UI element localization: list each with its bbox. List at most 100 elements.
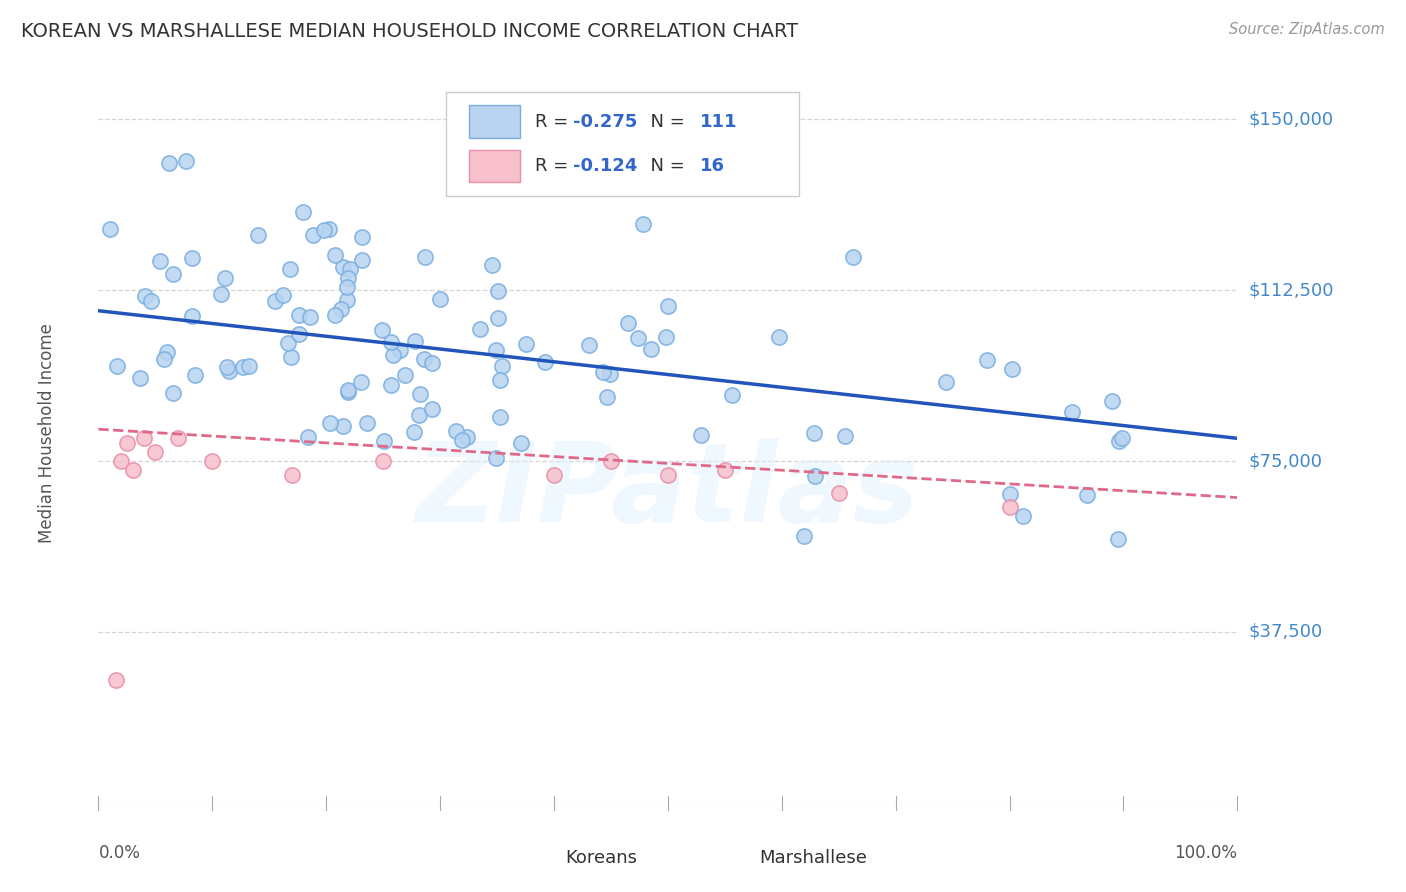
Point (714, 463, 737, 477)
Point (247, 227, 270, 242)
Text: KOREAN VS MARSHALLESE MEDIAN HOUSEHOLD INCOME CORRELATION CHART: KOREAN VS MARSHALLESE MEDIAN HOUSEHOLD I… (21, 22, 799, 41)
Point (1011, 508, 1033, 523)
Point (332, 419, 354, 434)
Bar (509, 844, 554, 873)
Point (121, 463, 143, 477)
Text: ZIPatlas: ZIPatlas (416, 438, 920, 545)
Point (264, 293, 287, 308)
Text: 111: 111 (700, 112, 737, 130)
Point (543, 467, 565, 482)
Point (332, 260, 354, 274)
Point (976, 352, 998, 367)
Point (491, 359, 513, 373)
Point (420, 356, 443, 370)
Point (600, 454, 623, 468)
Text: N =: N = (640, 112, 690, 130)
Point (413, 352, 436, 367)
Point (214, 271, 236, 285)
Point (318, 416, 340, 430)
Point (657, 467, 679, 482)
Point (793, 529, 815, 543)
Point (115, 435, 138, 450)
Point (842, 250, 865, 264)
Text: N =: N = (640, 157, 690, 175)
FancyBboxPatch shape (446, 92, 799, 195)
Bar (702, 844, 748, 873)
Point (768, 330, 790, 344)
Point (828, 486, 851, 500)
Point (380, 334, 402, 349)
Point (380, 378, 402, 392)
Point (1107, 533, 1129, 547)
Point (627, 331, 650, 345)
Point (350, 376, 373, 390)
Point (481, 258, 503, 272)
Point (162, 267, 184, 281)
Point (232, 360, 254, 375)
Point (104, 673, 127, 687)
Point (489, 409, 512, 424)
Point (288, 326, 311, 341)
Point (298, 310, 321, 324)
Point (129, 371, 152, 385)
Point (323, 308, 346, 322)
Point (1001, 362, 1024, 376)
Point (489, 373, 512, 387)
Point (388, 343, 411, 358)
Point (339, 261, 361, 276)
Point (935, 376, 957, 390)
Point (292, 205, 315, 219)
Point (515, 336, 537, 351)
Point (302, 227, 325, 242)
Point (404, 334, 426, 348)
Point (141, 293, 163, 308)
Point (689, 427, 711, 442)
Point (132, 431, 155, 445)
Text: 100.0%: 100.0% (1174, 844, 1237, 862)
Point (180, 251, 202, 265)
Point (998, 487, 1021, 501)
Point (834, 429, 856, 443)
Point (1101, 394, 1123, 409)
Point (373, 434, 395, 448)
Point (371, 323, 394, 337)
Point (153, 352, 176, 367)
Point (271, 288, 294, 302)
Point (297, 430, 319, 444)
Point (183, 368, 205, 382)
Point (201, 454, 224, 468)
Point (215, 360, 238, 375)
Point (105, 359, 128, 373)
Text: R =: R = (534, 112, 574, 130)
Point (356, 416, 378, 430)
Point (534, 355, 557, 369)
Point (314, 223, 336, 237)
Point (456, 430, 478, 444)
Text: Median Household Income: Median Household Income (38, 323, 56, 542)
Point (371, 454, 394, 468)
Text: 0.0%: 0.0% (98, 844, 141, 862)
Text: Marshallese: Marshallese (759, 849, 868, 867)
Point (1111, 431, 1133, 445)
Point (157, 155, 180, 169)
Point (110, 454, 132, 468)
Text: Koreans: Koreans (565, 849, 637, 867)
Point (592, 366, 614, 380)
Point (633, 217, 655, 231)
Text: $112,500: $112,500 (1249, 281, 1334, 299)
Point (352, 230, 374, 244)
Point (484, 343, 506, 357)
Text: R =: R = (534, 157, 574, 175)
Point (409, 387, 432, 401)
Point (382, 348, 405, 362)
Point (149, 253, 172, 268)
Point (1108, 434, 1130, 448)
Point (510, 436, 533, 450)
Point (413, 251, 436, 265)
Text: $75,000: $75,000 (1249, 452, 1323, 470)
Point (238, 359, 260, 373)
Point (209, 286, 232, 301)
Point (655, 330, 678, 344)
Point (803, 425, 825, 440)
Point (218, 364, 240, 378)
